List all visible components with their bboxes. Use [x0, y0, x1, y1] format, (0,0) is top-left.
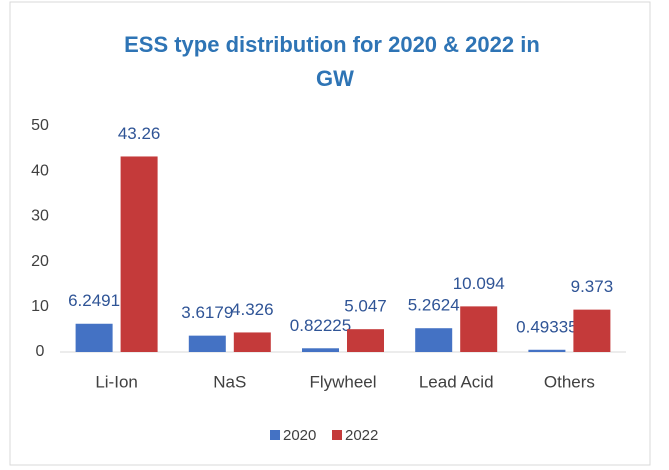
value-label: 0.49335 — [516, 317, 577, 336]
x-tick-label: Li-Ion — [95, 372, 138, 391]
bar — [528, 349, 566, 352]
y-tick-label: 10 — [31, 298, 49, 315]
x-tick-label: Others — [544, 372, 595, 391]
bar — [188, 335, 226, 352]
x-tick-label: Flywheel — [309, 372, 376, 391]
value-label: 6.2491 — [68, 291, 120, 310]
value-label: 5.047 — [344, 297, 387, 316]
chart-title: ESS type distribution for 2020 & 2022 in… — [124, 32, 546, 91]
value-label: 9.373 — [571, 277, 614, 296]
bar — [573, 309, 611, 352]
value-label: 43.26 — [118, 124, 161, 143]
y-tick-label: 0 — [36, 343, 45, 360]
x-tick-label: NaS — [213, 372, 246, 391]
value-label: 0.82225 — [290, 316, 351, 335]
legend-label: 2022 — [345, 427, 378, 444]
bar — [75, 323, 113, 352]
x-tick-label: Lead Acid — [419, 372, 494, 391]
legend-swatch — [332, 430, 342, 440]
title-line: GW — [316, 66, 354, 91]
value-label: 5.2624 — [408, 296, 460, 315]
y-tick-label: 20 — [31, 253, 49, 270]
value-label: 10.094 — [453, 274, 505, 293]
value-label: 4.326 — [231, 300, 274, 319]
bar — [460, 306, 498, 352]
bar — [233, 332, 271, 352]
title-line: ESS type distribution for 2020 & 2022 in — [124, 32, 540, 57]
value-label: 3.6179 — [181, 303, 233, 322]
bar — [120, 156, 158, 352]
bar — [302, 348, 339, 352]
y-tick-label: 50 — [31, 117, 49, 134]
chart-border — [9, 1, 651, 466]
y-tick-label: 40 — [31, 162, 49, 179]
bar — [347, 329, 384, 352]
legend-label: 2020 — [283, 427, 316, 444]
bar — [415, 328, 453, 352]
y-tick-label: 30 — [31, 208, 49, 225]
legend-swatch — [270, 430, 280, 440]
